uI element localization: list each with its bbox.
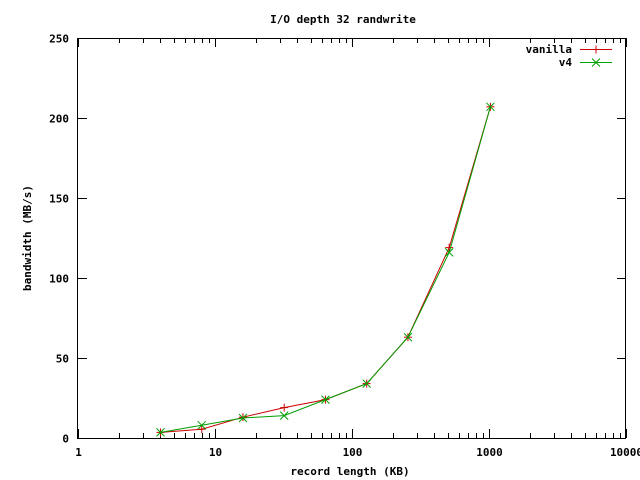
y-tick-label: 100 [49, 273, 69, 286]
marker-stroke [238, 413, 248, 423]
y-tick-label: 0 [62, 433, 69, 446]
data-point-v4 [486, 102, 495, 112]
x-tick-label: 10000 [610, 446, 640, 459]
x-tick-label: 10 [209, 446, 222, 459]
data-point-v4 [444, 248, 454, 257]
series-line-v4 [160, 106, 491, 433]
chart-title: I/O depth 32 randwrite [270, 13, 416, 26]
x-tick-label: 100 [343, 446, 363, 459]
legend-marker [592, 45, 600, 54]
data-point-vanilla [445, 243, 454, 252]
marker-stroke [321, 395, 330, 404]
y-tick-label: 250 [49, 33, 69, 46]
legend-label: v4 [559, 56, 573, 69]
marker-stroke [444, 248, 454, 257]
legend-marker [591, 58, 601, 67]
data-point-v4 [362, 379, 372, 388]
marker-stroke [279, 411, 289, 420]
marker-stroke [403, 332, 413, 342]
x-axis-label: record length (KB) [290, 465, 409, 478]
y-axis-label: bandwidth (MB/s) [21, 185, 34, 291]
marker-stroke [591, 58, 601, 67]
data-point-vanilla [238, 413, 247, 422]
data-point-vanilla [280, 403, 289, 412]
data-point-v4 [321, 395, 330, 404]
legend-label: vanilla [526, 43, 572, 56]
data-point-vanilla [197, 425, 206, 434]
data-point-v4 [197, 420, 207, 430]
marker-stroke [156, 428, 165, 437]
data-point-v4 [279, 411, 289, 420]
y-tick-label: 150 [49, 193, 69, 206]
y-tick-label: 200 [49, 113, 69, 126]
marker-stroke [362, 379, 372, 388]
series-lines [156, 102, 495, 437]
marker-stroke [486, 102, 495, 112]
marker-stroke [197, 420, 207, 430]
data-point-v4 [156, 428, 165, 437]
y-tick-label: 50 [56, 353, 69, 366]
data-point-v4 [403, 332, 413, 342]
plot-frame [77, 38, 626, 439]
x-tick-label: 1000 [476, 446, 503, 459]
axis-ticks: 0 50 100 150 200 250 1 10 100 1000 10000 [49, 33, 640, 460]
x-tick-label: 1 [75, 446, 82, 459]
data-point-v4 [238, 413, 248, 423]
